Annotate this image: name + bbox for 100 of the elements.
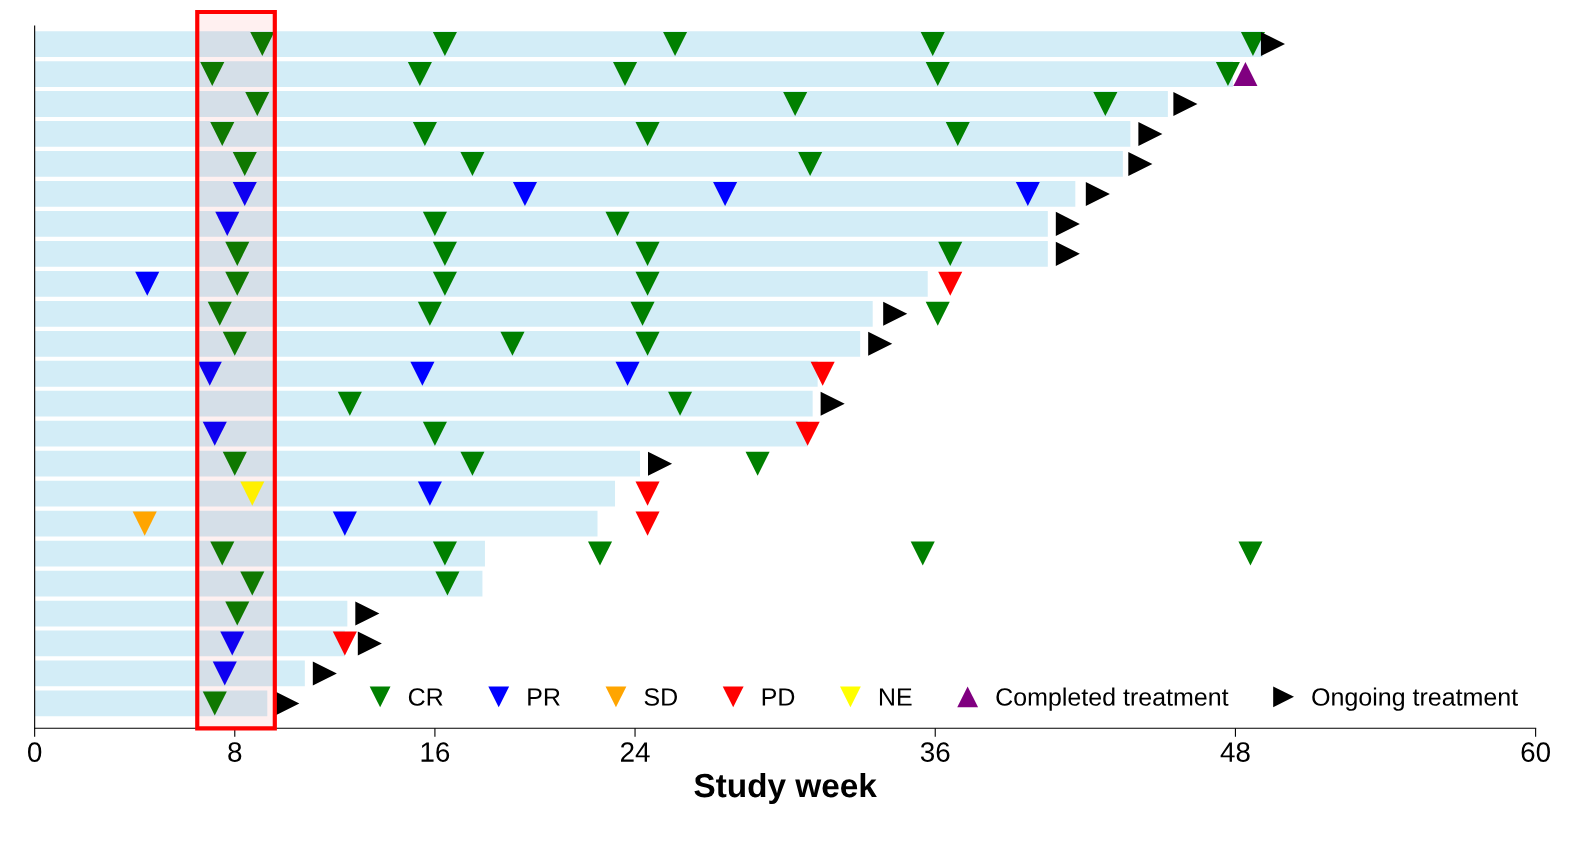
bar — [34, 450, 641, 477]
legend-label: CR — [408, 688, 443, 706]
point — [795, 421, 820, 446]
bar — [34, 300, 873, 327]
point — [613, 62, 638, 87]
point — [332, 511, 357, 536]
point — [635, 481, 660, 506]
point — [883, 301, 908, 326]
point — [635, 271, 660, 296]
point — [460, 451, 485, 476]
x-tick-label: 24 — [620, 742, 650, 762]
point — [938, 271, 963, 296]
point — [432, 541, 457, 566]
point — [202, 691, 227, 716]
point — [422, 211, 447, 236]
x-tick-label: 48 — [1220, 742, 1250, 762]
point — [635, 331, 660, 356]
bar — [34, 570, 483, 597]
point — [630, 301, 655, 326]
x-tick-label: 60 — [1521, 742, 1550, 762]
point — [222, 331, 247, 356]
point — [635, 121, 660, 146]
point — [435, 571, 460, 596]
bar — [34, 211, 1048, 237]
point — [225, 601, 250, 626]
point — [920, 32, 945, 57]
bar — [34, 360, 818, 387]
point — [783, 91, 808, 117]
point — [232, 151, 257, 176]
legend-label: Ongoing treatment — [1312, 687, 1518, 711]
x-tick-label: 8 — [228, 742, 242, 762]
point — [798, 151, 823, 176]
point — [635, 241, 660, 266]
point — [745, 451, 770, 476]
point — [500, 331, 525, 356]
point — [412, 121, 437, 146]
bar — [34, 91, 1168, 117]
point — [605, 211, 630, 236]
point — [512, 181, 537, 206]
point — [207, 301, 232, 326]
point — [220, 631, 245, 656]
point — [422, 421, 447, 446]
bar — [34, 390, 813, 417]
point — [587, 541, 613, 566]
point — [432, 32, 457, 57]
x-tick-label: 16 — [421, 742, 450, 762]
point — [312, 661, 337, 686]
bar — [34, 660, 305, 687]
point — [1138, 121, 1163, 146]
point — [945, 121, 970, 146]
point — [938, 241, 963, 266]
legend-label: NE — [879, 688, 912, 706]
point — [417, 301, 442, 326]
point — [910, 541, 935, 566]
point — [925, 301, 950, 326]
bar — [34, 121, 1131, 147]
point — [202, 421, 227, 446]
bar — [34, 510, 598, 537]
bar — [34, 480, 616, 507]
point — [663, 32, 688, 57]
point — [615, 361, 640, 386]
bar — [34, 630, 345, 657]
legend-label: PD — [762, 688, 795, 706]
point — [1055, 211, 1080, 236]
point — [200, 62, 225, 87]
point — [197, 361, 222, 386]
bar — [34, 181, 1076, 207]
bar — [34, 61, 1233, 87]
point — [1260, 32, 1285, 57]
point — [132, 511, 157, 536]
bar — [34, 31, 1263, 57]
legend-label: SD — [644, 688, 677, 706]
point — [1238, 541, 1263, 566]
bar — [34, 600, 348, 627]
x-axis-title: Study week — [694, 772, 877, 805]
point — [210, 541, 235, 566]
bar — [34, 270, 928, 297]
point — [407, 62, 432, 87]
bar — [34, 330, 861, 357]
point — [1233, 62, 1258, 87]
point — [210, 121, 235, 146]
point — [1085, 181, 1110, 206]
point — [925, 62, 950, 87]
point — [1215, 62, 1240, 87]
point — [432, 271, 457, 296]
point — [357, 631, 382, 656]
point — [1128, 151, 1153, 176]
point — [225, 241, 250, 266]
point — [1240, 32, 1265, 57]
point — [460, 151, 485, 176]
point — [212, 661, 237, 686]
point — [240, 571, 265, 596]
point — [1015, 181, 1040, 206]
point — [810, 361, 835, 386]
point — [245, 91, 270, 117]
point — [635, 511, 660, 536]
point — [250, 32, 275, 57]
point — [868, 331, 893, 356]
point — [332, 631, 357, 656]
point — [222, 451, 247, 476]
